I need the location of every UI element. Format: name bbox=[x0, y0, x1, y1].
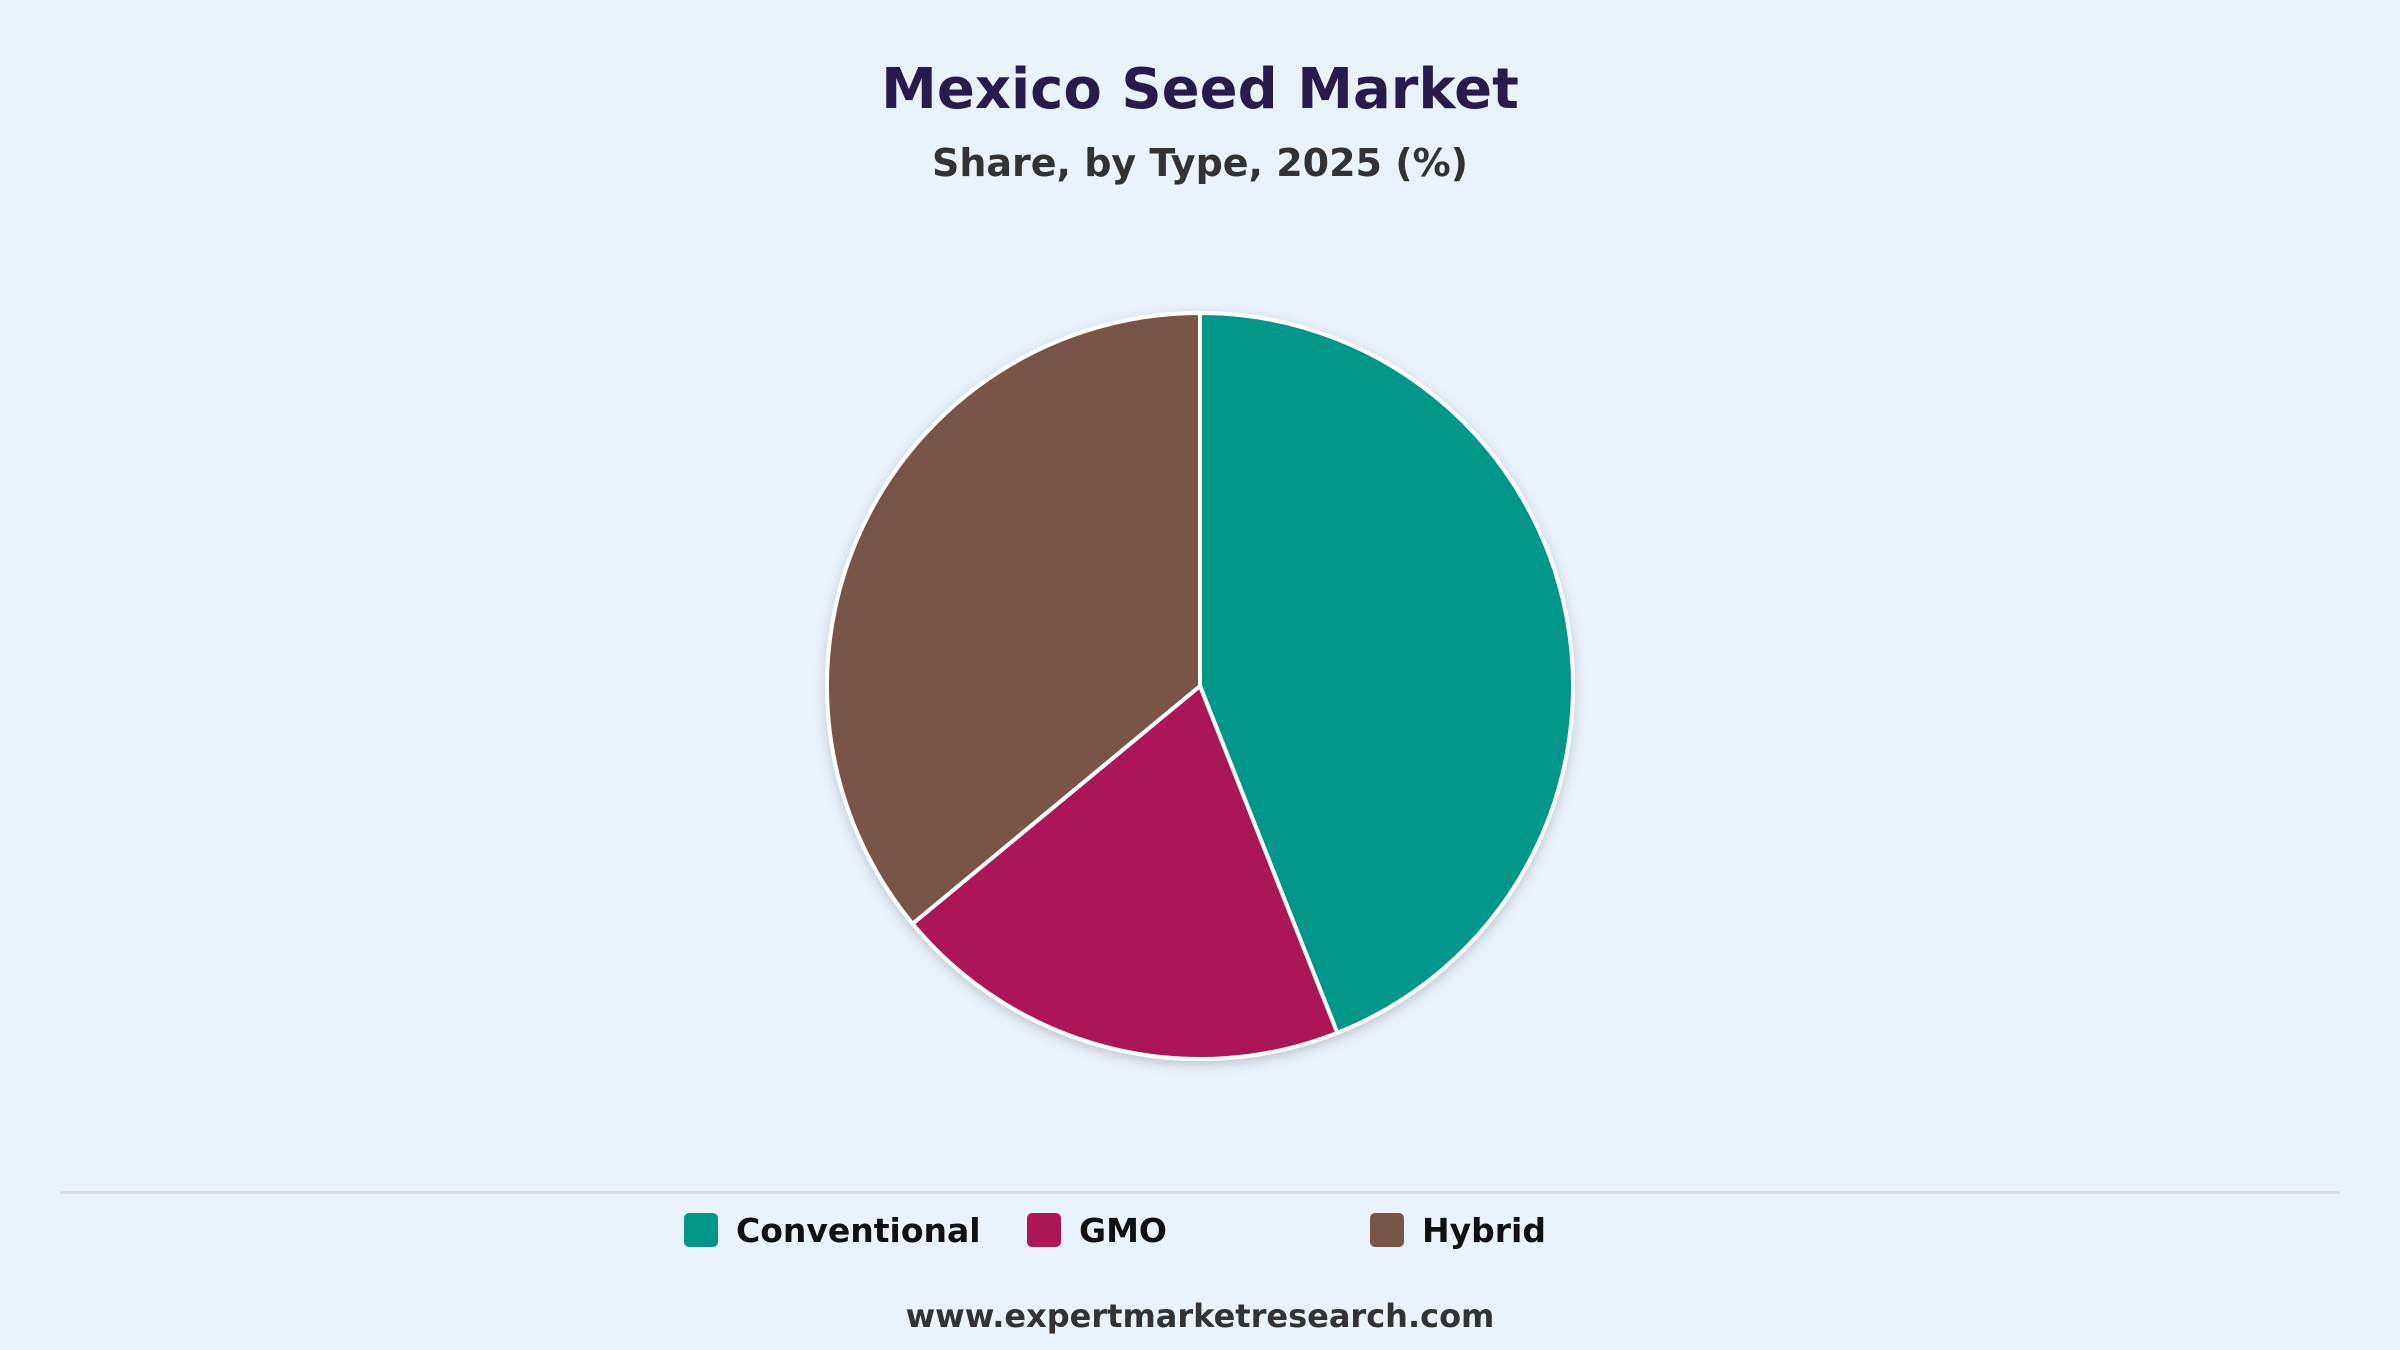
pie-slice-hybrid[interactable] bbox=[825, 311, 1202, 926]
legend-item-hybrid[interactable]: Hybrid bbox=[1370, 1210, 1546, 1250]
legend-item-conventional[interactable]: Conventional bbox=[684, 1210, 981, 1250]
legend-swatch-hybrid bbox=[1370, 1213, 1404, 1247]
chart-subtitle: Share, by Type, 2025 (%) bbox=[931, 141, 1469, 185]
source-url: www.expertmarketresearch.com bbox=[905, 1297, 1495, 1335]
legend-label-hybrid: Hybrid bbox=[1422, 1210, 1546, 1250]
legend-divider bbox=[60, 1191, 2340, 1194]
legend-swatch-conventional bbox=[684, 1213, 718, 1247]
pie-chart bbox=[825, 311, 1576, 1062]
legend-item-gmo[interactable]: GMO bbox=[1027, 1210, 1167, 1250]
pie-slice-gmo[interactable] bbox=[910, 684, 1340, 1062]
chart-title: Mexico Seed Market bbox=[881, 57, 1519, 122]
pie-slice-conventional[interactable] bbox=[1198, 311, 1576, 1035]
legend-label-conventional: Conventional bbox=[736, 1210, 981, 1250]
legend: Conventional GMO Hybrid bbox=[0, 1210, 2400, 1250]
legend-label-gmo: GMO bbox=[1079, 1210, 1167, 1250]
legend-swatch-gmo bbox=[1027, 1213, 1061, 1247]
